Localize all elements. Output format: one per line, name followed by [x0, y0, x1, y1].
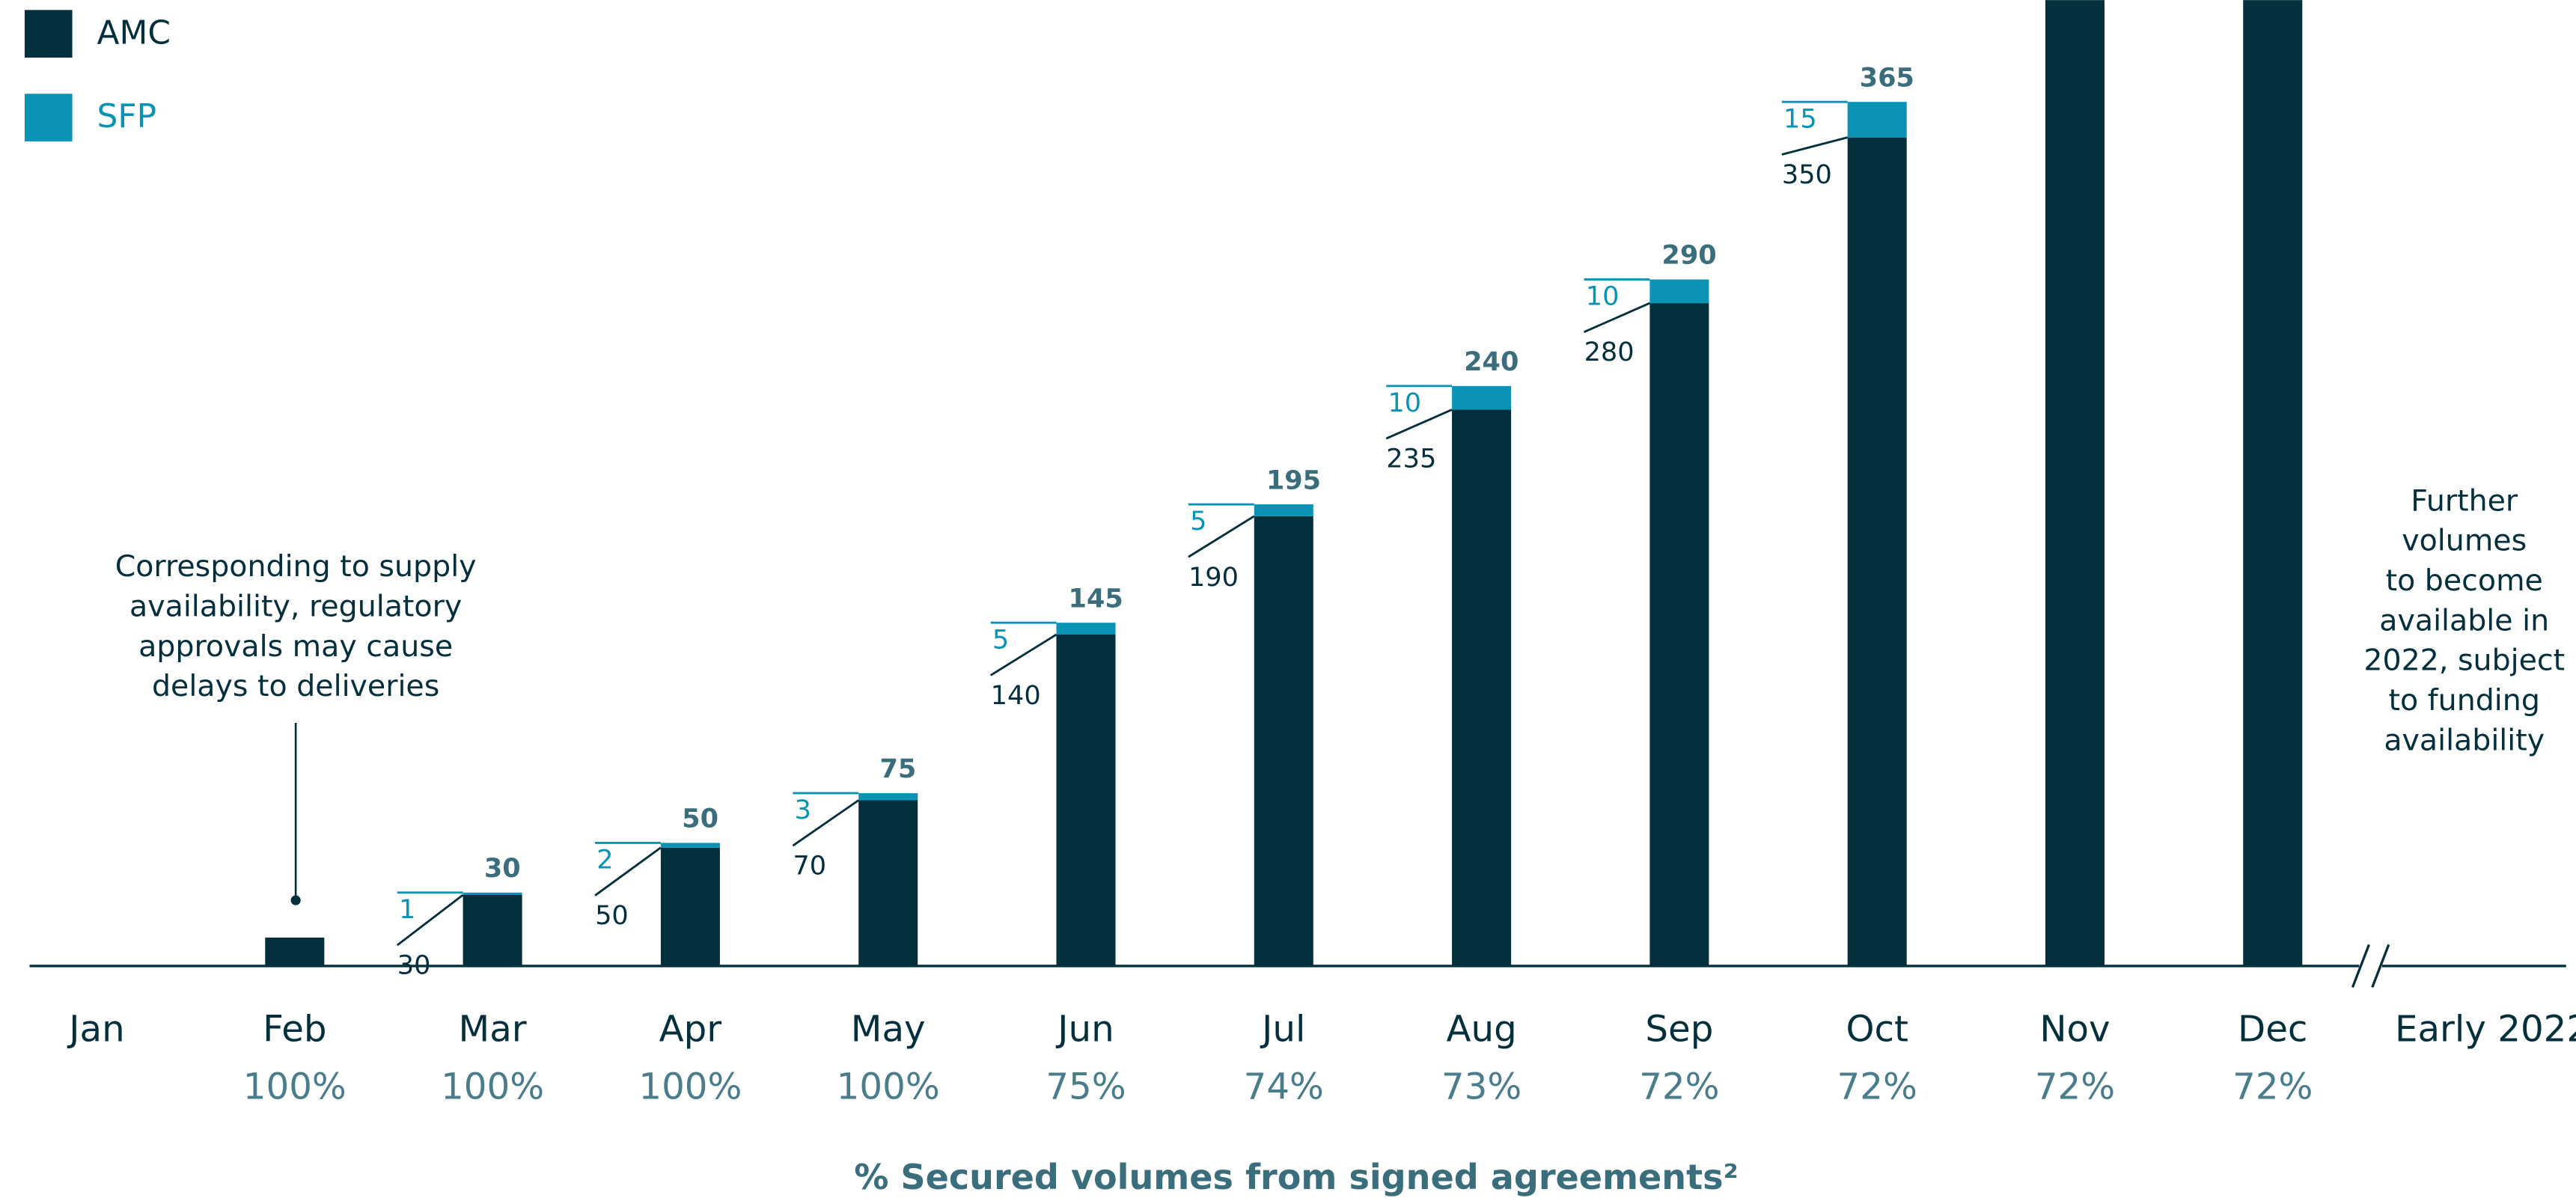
axis-break	[2371, 944, 2390, 988]
bar-amc	[463, 895, 522, 966]
bar-amc	[2045, 0, 2105, 966]
x-tick-label: Aug	[1446, 1009, 1516, 1051]
amc-leader	[792, 799, 859, 847]
secured-label: 74%	[1244, 1066, 1324, 1108]
bar-amc	[1649, 303, 1709, 966]
amc-leader	[989, 633, 1057, 676]
total-label: 50	[682, 804, 718, 834]
bar-sfp	[1254, 504, 1313, 516]
sfp-label: 15	[1783, 103, 1817, 134]
annotation-line: 2022, subject	[2363, 644, 2565, 678]
bar-sfp	[660, 843, 720, 848]
sfp-label: 2	[596, 845, 613, 875]
bar-amc	[2243, 0, 2303, 966]
bars	[265, 0, 2303, 966]
amc-leader	[1385, 409, 1453, 440]
bar-sfp	[858, 792, 918, 801]
annotation-line: to funding	[2389, 683, 2540, 718]
bar-amc	[265, 937, 325, 966]
bar-amc	[1254, 516, 1313, 966]
x-axis-title: % Secured volumes from signed agreements…	[854, 1157, 1739, 1197]
legend-swatch	[24, 10, 73, 58]
legend-swatch	[24, 94, 73, 141]
annotation-line: availability, regulatory	[129, 590, 462, 624]
sfp-label: 10	[1388, 388, 1421, 418]
sfp-label: 5	[1190, 506, 1206, 537]
total-label: 30	[484, 853, 521, 884]
secured-label: 72%	[2035, 1066, 2115, 1108]
secured-label: 72%	[1837, 1066, 1917, 1108]
annotation-line: volumes	[2402, 524, 2527, 558]
bar-sfp	[1056, 623, 1116, 635]
bar-amc	[858, 800, 918, 966]
bar-amc	[1056, 635, 1116, 966]
annotation-dot	[290, 895, 301, 905]
bar-sfp	[1649, 279, 1709, 304]
bar-sfp	[1847, 102, 1907, 138]
x-tick-label: Feb	[263, 1009, 326, 1051]
amc-leader	[594, 846, 662, 896]
bar-sfp	[463, 892, 522, 896]
annotation-line: Corresponding to supply	[115, 549, 477, 584]
total-label: 240	[1464, 346, 1519, 377]
amc-label: 140	[991, 680, 1041, 711]
legend-label: AMC	[97, 13, 171, 52]
annotation-line: approvals may cause	[138, 629, 453, 664]
x-tick-label: Jun	[1055, 1009, 1114, 1051]
amc-label: 350	[1782, 159, 1832, 190]
axis-break-gap	[2359, 961, 2382, 971]
amc-label: 50	[595, 900, 629, 931]
annotation-line: Further	[2411, 483, 2518, 518]
secured-label: 100%	[441, 1066, 544, 1108]
amc-label: 280	[1584, 337, 1635, 367]
amc-leader	[1583, 302, 1650, 334]
secured-label: 100%	[837, 1066, 940, 1108]
bar-sfp	[1452, 385, 1512, 410]
total-label: 290	[1661, 240, 1716, 271]
legend-label: SFP	[97, 97, 157, 135]
x-tick-label: Dec	[2238, 1009, 2307, 1051]
x-tick-label: Jul	[1260, 1009, 1305, 1051]
secured-label: 100%	[638, 1066, 742, 1108]
amc-leader	[1781, 136, 1849, 156]
x-tick-label: Oct	[1846, 1009, 1908, 1051]
annotation-line: delays to deliveries	[152, 669, 439, 703]
axis-break	[2351, 944, 2370, 988]
annotation-line: available in	[2379, 603, 2549, 638]
amc-label: 70	[793, 851, 826, 881]
sfp-label: 5	[992, 624, 1009, 655]
bar-amc	[1452, 409, 1512, 966]
secured-label: 75%	[1046, 1066, 1126, 1108]
total-label: 75	[879, 754, 916, 784]
annotation-line: availability	[2384, 723, 2545, 757]
sfp-label: 1	[399, 894, 415, 925]
secured-label: 72%	[1639, 1066, 1719, 1108]
bar-amc	[1847, 137, 1907, 966]
total-label: 365	[1860, 62, 1914, 93]
annotation-line: to become	[2386, 563, 2543, 598]
secured-label: 73%	[1441, 1066, 1522, 1108]
sfp-label: 3	[795, 795, 811, 825]
sfp-label: 10	[1586, 281, 1620, 312]
amc-leader	[396, 893, 464, 947]
total-label: 195	[1266, 465, 1321, 495]
x-tick-label: Nov	[2039, 1009, 2110, 1051]
x-tick-label: Sep	[1645, 1009, 1713, 1051]
total-label: 145	[1069, 583, 1123, 614]
x-tick-label: May	[851, 1009, 926, 1051]
amc-label: 190	[1188, 562, 1239, 593]
secured-label: 72%	[2232, 1066, 2313, 1108]
x-tick-label: Jan	[67, 1009, 124, 1051]
secured-label: 100%	[243, 1066, 347, 1108]
amc-label: 235	[1386, 444, 1436, 474]
x-tick-label: Mar	[459, 1009, 527, 1051]
x-tick-label: Early 2022	[2395, 1009, 2576, 1051]
amc-leader	[1188, 515, 1255, 558]
bar-amc	[660, 847, 720, 966]
x-tick-label: Apr	[659, 1009, 722, 1051]
